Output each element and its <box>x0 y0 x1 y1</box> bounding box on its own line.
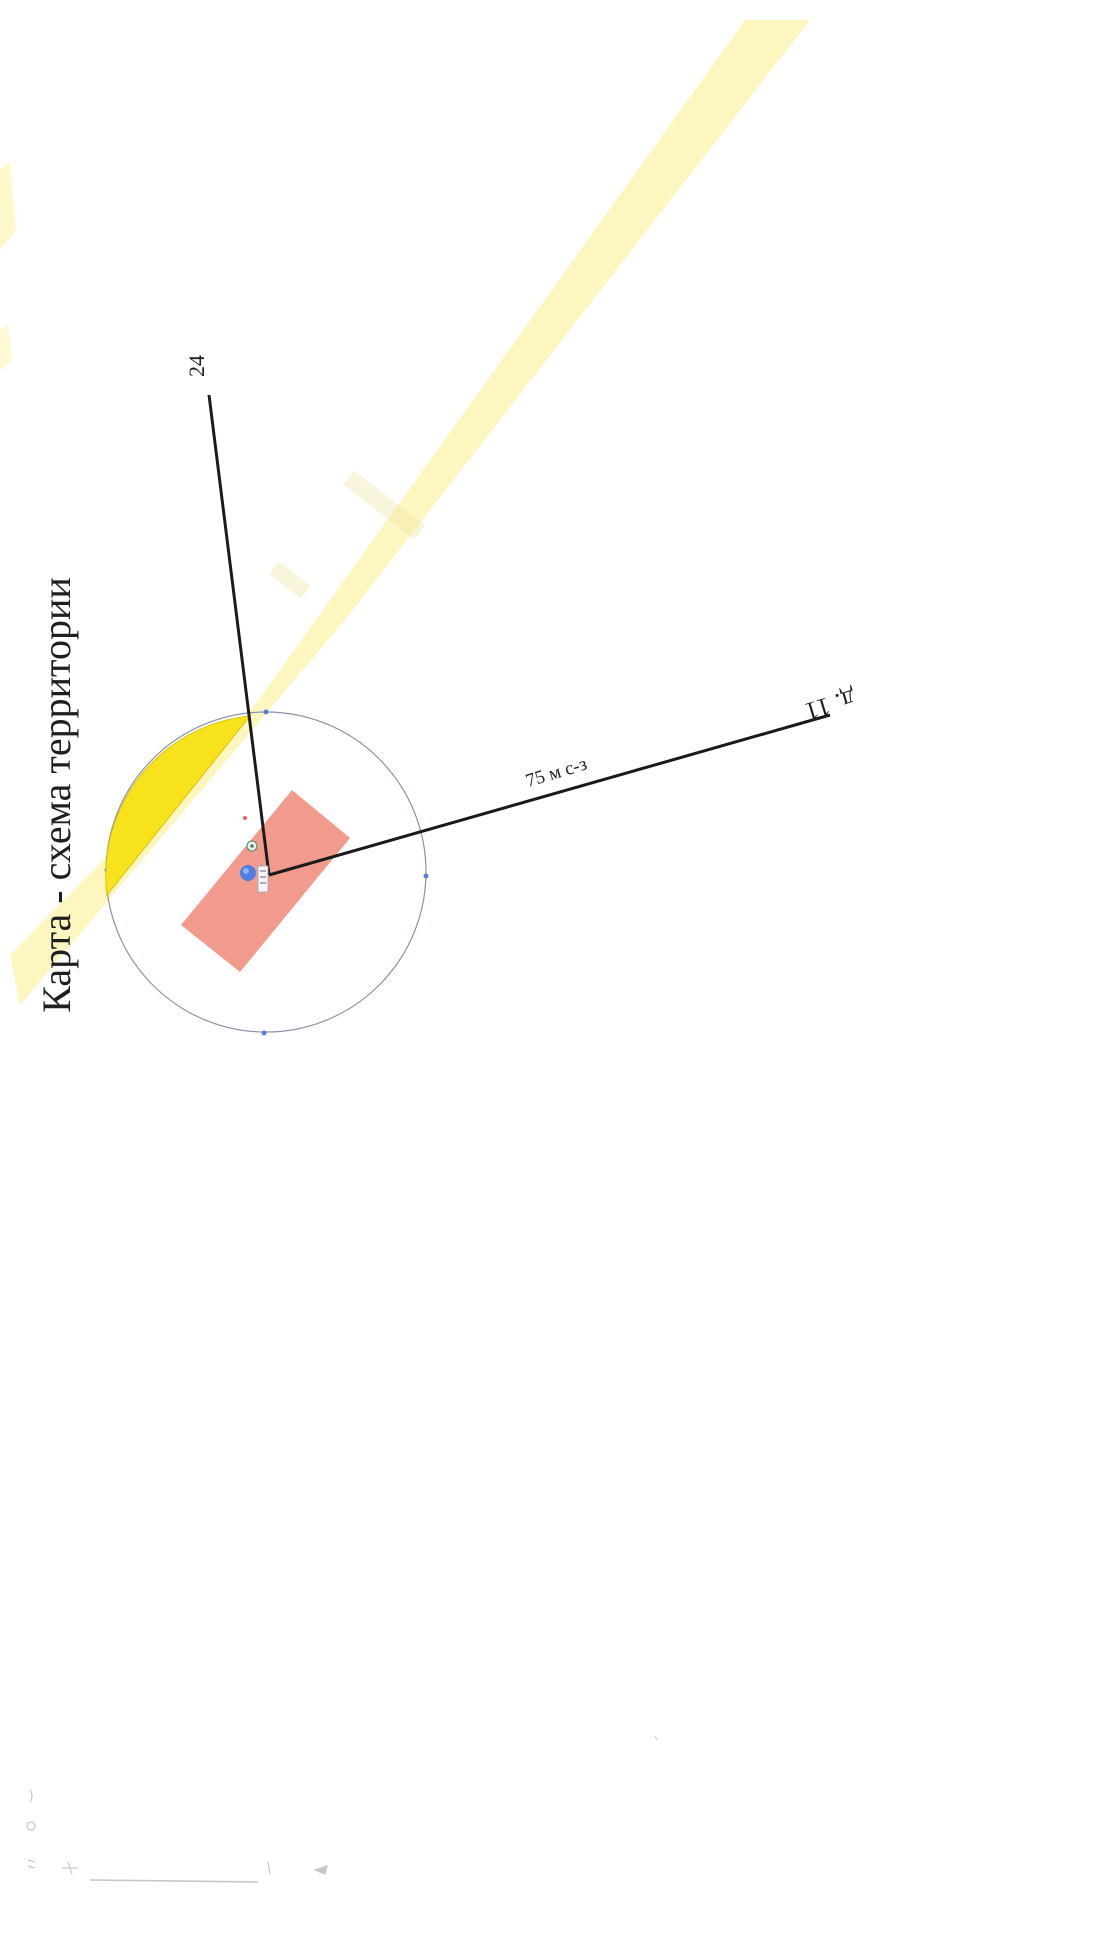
point-label-stamp <box>257 865 269 893</box>
road-band-fragment-mid <box>0 325 12 370</box>
road-band-fragment-top <box>0 160 16 250</box>
zone-segment <box>105 715 252 897</box>
leader-line-northwest <box>268 713 831 877</box>
point-marker-icon <box>246 840 258 852</box>
map-title: Карта - схема территории <box>34 577 79 1013</box>
road-watermark <box>269 470 426 599</box>
small-red-point <box>243 816 247 820</box>
leader-line-north <box>207 394 271 876</box>
location-pin-icon <box>240 865 256 881</box>
scan-artifacts <box>26 1735 658 1883</box>
house-number-label: 24 <box>184 355 209 377</box>
